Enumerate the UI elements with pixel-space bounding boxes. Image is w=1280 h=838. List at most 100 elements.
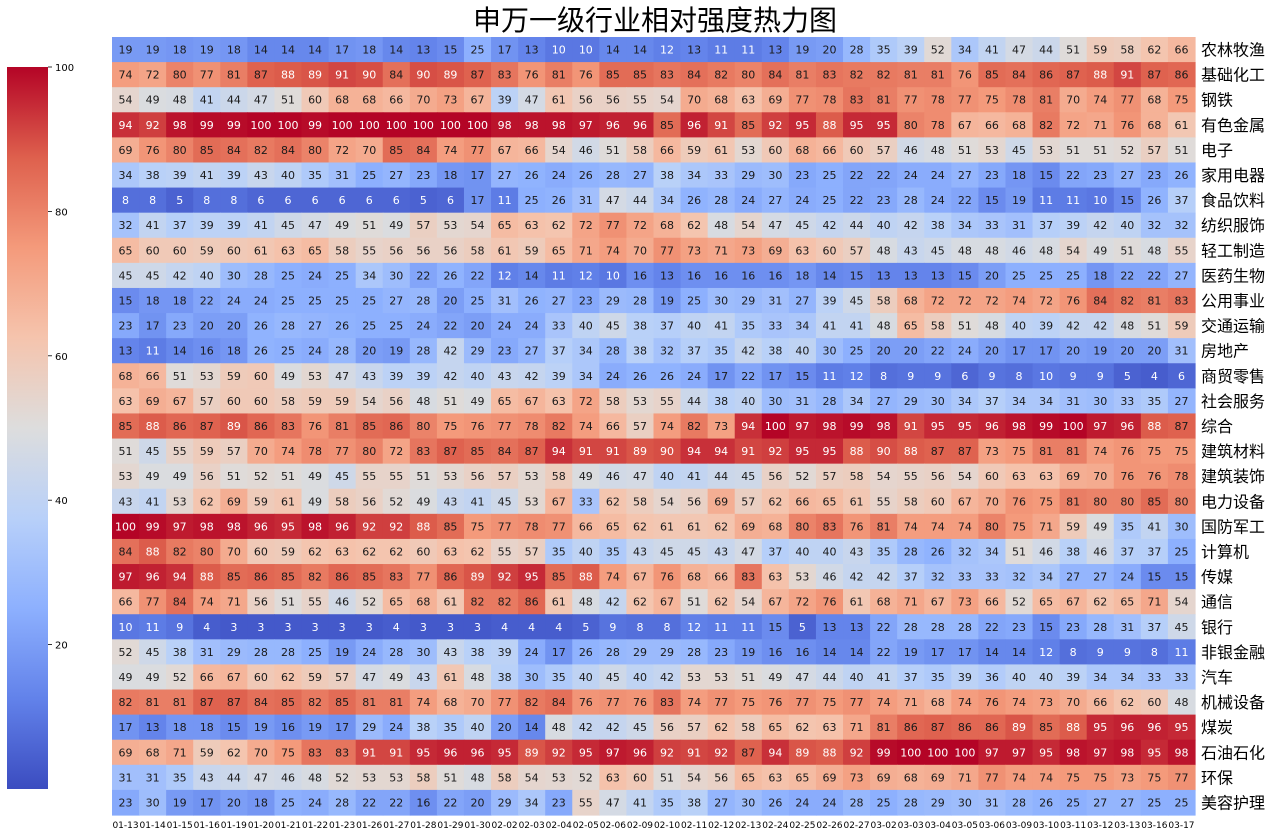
cell-value-label: 82 (714, 69, 728, 82)
cell-value-label: 51 (1066, 144, 1080, 157)
heatmap-cell (1005, 388, 1034, 415)
heatmap-cell (626, 589, 655, 615)
cell-value-label: 41 (471, 495, 485, 508)
cell-value-label: 95 (579, 746, 593, 759)
heatmap-cell (301, 212, 330, 239)
cell-value-label: 38 (498, 671, 512, 684)
heatmap-cell (1005, 488, 1034, 515)
cell-value-label: 97 (1093, 746, 1107, 759)
heatmap-cell (653, 62, 682, 88)
heatmap-cell (1167, 237, 1196, 264)
cell-value-label: 32 (1147, 219, 1161, 232)
heatmap-cell (491, 589, 519, 615)
cell-value-label: 15 (850, 269, 864, 282)
cell-value-label: 5 (420, 194, 427, 207)
column-label: 03-05 (952, 821, 978, 831)
cell-value-label: 42 (822, 219, 836, 232)
heatmap-cell (518, 513, 546, 540)
row-label: 房地产 (1201, 342, 1249, 361)
heatmap-cell (680, 137, 709, 164)
heatmap-cell (761, 313, 790, 339)
cell-value-label: 65 (741, 771, 755, 784)
cell-value-label: 35 (877, 545, 891, 558)
heatmap-cell (193, 287, 221, 314)
cell-value-label: 75 (1012, 445, 1026, 458)
cell-value-label: 28 (850, 44, 864, 57)
heatmap-cell (1086, 564, 1115, 590)
cell-value-label: 42 (606, 596, 620, 609)
cell-value-label: 54 (471, 219, 485, 232)
cell-value-label: 48 (877, 320, 891, 333)
cell-value-label: 19 (795, 44, 809, 57)
cell-value-label: 8 (880, 370, 887, 383)
heatmap-cell (193, 237, 221, 264)
heatmap-cell (897, 62, 925, 88)
heatmap-cell (599, 538, 628, 565)
heatmap-cell (382, 589, 411, 615)
heatmap-cell (274, 639, 303, 666)
heatmap-cell (1086, 513, 1115, 540)
cell-value-label: 26 (254, 320, 268, 333)
column-label: 02-04 (546, 821, 572, 831)
heatmap-cell (463, 187, 492, 214)
heatmap-cell (1032, 513, 1061, 540)
cell-value-label: 48 (985, 244, 999, 257)
cell-value-label: 75 (1012, 520, 1026, 533)
heatmap-cell (1113, 589, 1142, 615)
cell-value-label: 66 (119, 596, 133, 609)
cell-value-label: 57 (525, 545, 539, 558)
heatmap-cell (112, 438, 140, 465)
heatmap-cell (355, 388, 384, 415)
cell-value-label: 51 (1120, 244, 1134, 257)
cell-value-label: 51 (443, 771, 457, 784)
cell-value-label: 65 (606, 520, 620, 533)
cell-value-label: 55 (904, 470, 918, 483)
heatmap-cell (355, 37, 384, 63)
cell-value-label: 13 (119, 345, 133, 358)
cell-value-label: 23 (795, 169, 809, 182)
cell-value-label: 25 (362, 169, 376, 182)
cell-value-label: 22 (443, 796, 457, 809)
cell-value-label: 45 (146, 445, 160, 458)
cell-value-label: 67 (227, 671, 241, 684)
cell-value-label: 70 (362, 144, 376, 157)
cell-value-label: 41 (822, 320, 836, 333)
cell-value-label: 13 (416, 44, 430, 57)
heatmap-cell (355, 488, 384, 515)
cell-value-label: 88 (904, 445, 918, 458)
cell-value-label: 3 (447, 621, 454, 634)
cell-value-label: 83 (308, 746, 322, 759)
heatmap-cell (1086, 187, 1115, 214)
heatmap-cell (788, 338, 817, 364)
heatmap-cell (572, 589, 600, 615)
cell-value-label: 49 (146, 671, 160, 684)
cell-value-label: 44 (227, 94, 241, 107)
cell-value-label: 81 (173, 696, 187, 709)
heatmap-cell (518, 564, 546, 590)
cell-value-label: 78 (822, 94, 836, 107)
heatmap-cell (626, 112, 655, 138)
heatmap-cell (1059, 237, 1088, 264)
heatmap-cell (626, 37, 655, 63)
cell-value-label: 52 (389, 495, 403, 508)
heatmap-cell (166, 87, 194, 113)
heatmap-cell (409, 262, 438, 289)
heatmap-cell (518, 162, 546, 189)
heatmap-cell (491, 363, 519, 389)
heatmap-cell (924, 513, 952, 540)
cell-value-label: 15 (768, 621, 782, 634)
cell-value-label: 39 (958, 671, 972, 684)
heatmap-cell (843, 287, 871, 314)
cell-value-label: 61 (281, 495, 295, 508)
heatmap-cell (788, 413, 817, 440)
row-label: 家用电器 (1201, 166, 1265, 185)
heatmap-cell (1113, 388, 1142, 415)
row-label: 轻工制造 (1201, 241, 1265, 260)
cell-value-label: 34 (687, 169, 701, 182)
cell-value-label: 45 (119, 269, 133, 282)
heatmap-cell (1113, 313, 1142, 339)
heatmap-cell (491, 237, 519, 264)
column-label: 01-26 (356, 821, 382, 831)
cell-value-label: 86 (525, 596, 539, 609)
cell-value-label: 49 (335, 219, 349, 232)
